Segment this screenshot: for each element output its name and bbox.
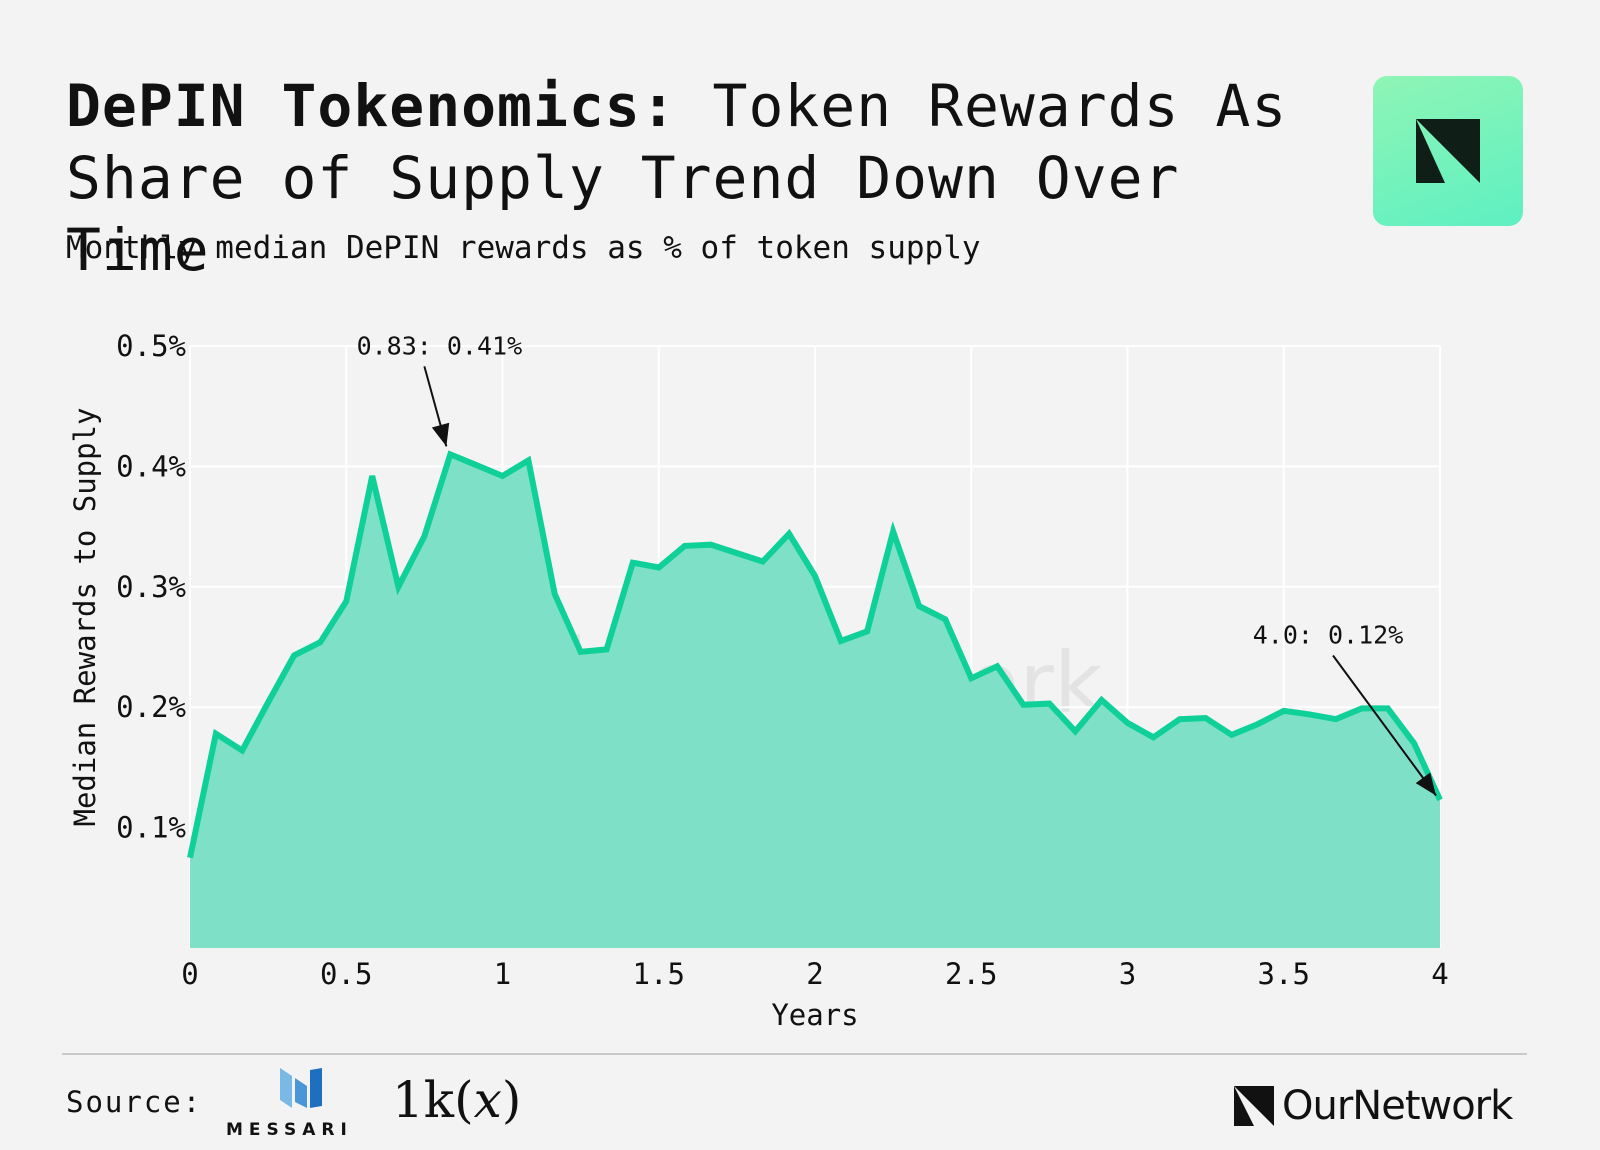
x-tick-label: 3 — [1119, 957, 1136, 991]
messari-wordmark: MESSARI — [226, 1120, 353, 1140]
onek-x: x — [473, 1071, 502, 1129]
onek-close: ) — [501, 1071, 522, 1129]
y-tick-label: 0.2% — [116, 690, 186, 724]
footer-divider — [62, 1053, 1527, 1055]
ournetwork-logo-icon — [1416, 119, 1480, 183]
messari-logo-icon — [280, 1068, 322, 1108]
ournetwork-footer-icon — [1234, 1086, 1274, 1126]
brand-logo-tile — [1373, 76, 1523, 226]
x-tick-label: 1.5 — [633, 957, 685, 991]
ournetwork-logo: OurNetwork — [1234, 1083, 1513, 1129]
annotation-arrow — [1332, 654, 1437, 797]
y-tick-label: 0.5% — [116, 329, 186, 363]
annotation-arrowhead — [431, 422, 450, 447]
ournetwork-wordmark: OurNetwork — [1282, 1083, 1513, 1129]
x-tick-label: 0.5 — [320, 957, 372, 991]
chart-area: OurNetwork 00.511.522.533.540.1%0.2%0.3%… — [68, 329, 1449, 1032]
x-tick-label: 4 — [1431, 957, 1448, 991]
x-tick-label: 0 — [181, 957, 198, 991]
x-axis-title: Years — [771, 998, 858, 1032]
title-bold-part: DePIN Tokenomics: — [66, 72, 677, 140]
y-tick-label: 0.3% — [116, 570, 186, 604]
x-tick-label: 2.5 — [945, 957, 997, 991]
y-axis-title: Median Rewards to Supply — [68, 407, 102, 826]
source-label: Source: — [66, 1085, 203, 1119]
chart-annotations: 0.83: 0.41% 4.0: 0.12% — [357, 331, 1437, 797]
page-subtitle: Monthly median DePIN rewards as % of tok… — [66, 230, 981, 266]
y-tick-label: 0.4% — [116, 449, 186, 483]
y-tick-label: 0.1% — [116, 811, 186, 845]
x-tick-label: 1 — [494, 957, 511, 991]
series-line — [187, 450, 1443, 859]
series-area-fill — [190, 454, 1440, 948]
annotation-label: 0.83: 0.41% — [357, 331, 523, 360]
x-tick-label: 3.5 — [1258, 957, 1310, 991]
title-rest-part: Token Rewards As Share of Supply Trend D… — [66, 72, 1288, 284]
x-tick-label: 2 — [806, 957, 823, 991]
chart-series — [187, 450, 1443, 948]
page-title: DePIN Tokenomics: Token Rewards As Share… — [66, 70, 1356, 286]
chart-axes: 0 0.5 1 1.5 2 2.5 3 3.5 4 0.1% 0.2% 0.3% 0.4% 0.5% Yea… — [68, 329, 1449, 1032]
onek-logo: 1k(x) — [392, 1070, 521, 1130]
annotation-arrowhead — [1415, 772, 1436, 796]
annotation-label: 4.0: 0.12% — [1253, 621, 1404, 650]
onek-text: 1k( — [392, 1071, 474, 1129]
messari-logo: MESSARI — [226, 1068, 376, 1140]
